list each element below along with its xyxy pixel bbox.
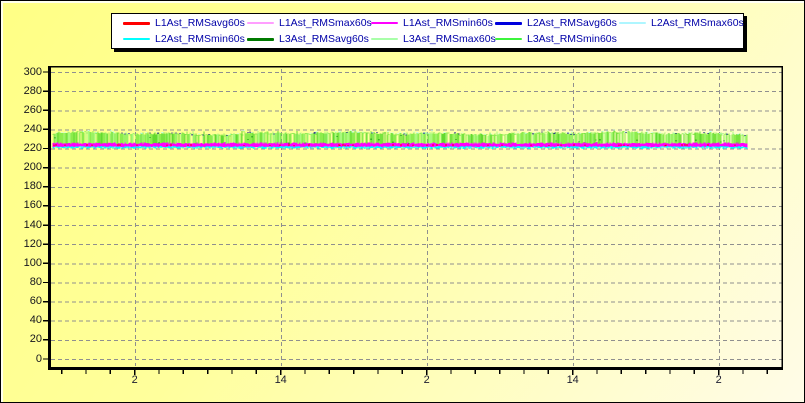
y-axis-tick-label: 0 bbox=[35, 352, 42, 365]
legend-color-line-icon bbox=[619, 22, 646, 24]
legend-item: L3Ast_RMSmax60s bbox=[371, 33, 496, 45]
series-path bbox=[56, 129, 743, 136]
legend-item: L3Ast_RMSmin60s bbox=[495, 33, 619, 45]
series-path bbox=[57, 130, 740, 144]
legend-color-line-icon bbox=[495, 21, 522, 25]
x-axis-tick-label: 14 bbox=[274, 374, 287, 386]
y-axis-tick-label: 20 bbox=[29, 333, 42, 346]
series-path bbox=[53, 130, 748, 144]
y-axis-tick-label: 160 bbox=[23, 199, 42, 212]
legend-item: L1Ast_RMSavg60s bbox=[123, 17, 247, 29]
legend-color-line-icon bbox=[495, 38, 522, 40]
y-axis-tick-label: 300 bbox=[23, 65, 42, 78]
legend-item-label: L2Ast_RMSmax60s bbox=[651, 17, 744, 29]
legend-item-label: L3Ast_RMSavg60s bbox=[279, 33, 369, 45]
legend-color-line-icon bbox=[247, 37, 274, 41]
x-axis-tick-label: 2 bbox=[131, 374, 138, 386]
legend-item-label: L2Ast_RMSmin60s bbox=[155, 33, 245, 45]
y-axis-tick-label: 260 bbox=[23, 103, 42, 116]
series-path bbox=[121, 131, 746, 137]
chart-legend: L1Ast_RMSavg60s L1Ast_RMSmax60s L1Ast_RMSm… bbox=[111, 13, 744, 49]
series-path bbox=[79, 146, 743, 149]
y-axis-tick-label: 60 bbox=[29, 295, 42, 308]
series-band bbox=[52, 129, 748, 149]
legend-item: L2Ast_RMSmin60s bbox=[123, 33, 247, 45]
series-path bbox=[52, 130, 745, 137]
legend-item-label: L2Ast_RMSavg60s bbox=[527, 17, 617, 29]
y-axis-tick-label: 100 bbox=[23, 256, 42, 269]
grid-lines bbox=[51, 69, 782, 366]
y-axis-tick-label: 140 bbox=[23, 218, 42, 231]
legend-item: L2Ast_RMSmax60s bbox=[619, 17, 744, 29]
legend-color-line-icon bbox=[371, 22, 398, 24]
legend-item: L2Ast_RMSavg60s bbox=[495, 17, 619, 29]
x-axis-tick-label: 2 bbox=[715, 374, 722, 386]
y-axis-tick-label: 200 bbox=[23, 161, 42, 174]
legend-item-label: L3Ast_RMSmin60s bbox=[527, 33, 617, 45]
y-axis-tick-label: 120 bbox=[23, 237, 42, 250]
legend-item-label: L3Ast_RMSmax60s bbox=[403, 33, 496, 45]
x-axis-tick-label: 14 bbox=[566, 374, 579, 386]
legend-item-label: L1Ast_RMSmax60s bbox=[279, 17, 372, 29]
y-axis-tick-label: 220 bbox=[23, 142, 42, 155]
legend-item-label: L1Ast_RMSavg60s bbox=[155, 17, 245, 29]
legend-color-line-icon bbox=[247, 22, 274, 24]
legend-color-line-icon bbox=[371, 38, 398, 40]
x-axis-tick-label: 2 bbox=[423, 374, 430, 386]
legend-item: L1Ast_RMSmin60s bbox=[371, 17, 495, 29]
y-axis-tick-label: 40 bbox=[29, 314, 42, 327]
legend-color-line-icon bbox=[123, 21, 150, 25]
y-axis-tick-label: 80 bbox=[29, 275, 42, 288]
legend-item: L3Ast_RMSavg60s bbox=[247, 33, 371, 45]
series-path bbox=[52, 142, 748, 148]
y-axis-tick-label: 280 bbox=[23, 84, 42, 97]
legend-color-line-icon bbox=[123, 38, 150, 40]
legend-item-label: L1Ast_RMSmin60s bbox=[403, 17, 493, 29]
series-path bbox=[53, 143, 736, 146]
legend-item: L1Ast_RMSmax60s bbox=[247, 17, 372, 29]
series-path bbox=[55, 130, 747, 144]
y-axis-tick-label: 180 bbox=[23, 180, 42, 193]
axes bbox=[43, 66, 783, 375]
y-axis-tick-label: 240 bbox=[23, 122, 42, 135]
